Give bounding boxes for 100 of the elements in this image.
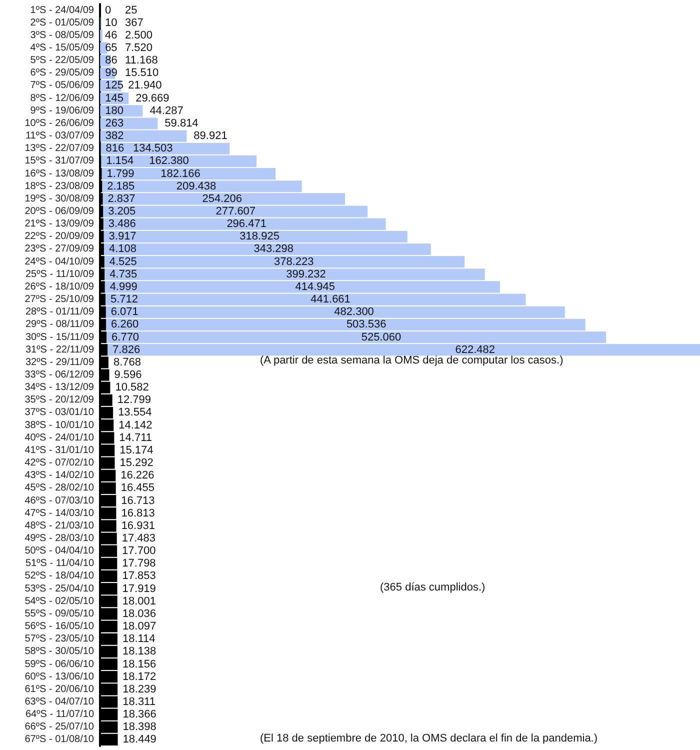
y-tick-label: 35ºS - 20/12/09 (24, 394, 94, 406)
data-label: 18.398 (122, 721, 156, 734)
data-label: 17.700 (122, 545, 156, 558)
y-tick-label: 56ºS - 16/05/10 (24, 621, 94, 632)
data-label: 7.520 (125, 42, 153, 54)
data-label: 4.108 (108, 243, 136, 256)
y-tick-label: 28ºS - 01/11/09 (25, 306, 94, 318)
data-label: 18.156 (122, 658, 156, 670)
data-label: 16.713 (121, 494, 155, 507)
y-tick-label: 47ºS - 14/03/10 (24, 508, 94, 519)
data-label: 16.931 (121, 520, 155, 532)
data-label: 6.260 (111, 318, 139, 331)
data-label: 6.071 (110, 306, 138, 318)
data-label: 343.298 (254, 243, 294, 256)
data-label: 18.449 (122, 734, 156, 746)
y-tick-label: 21ºS - 13/09/09 (24, 218, 94, 230)
data-label: 3.486 (108, 218, 136, 230)
data-label: 5.712 (110, 294, 138, 306)
data-label: 59.814 (164, 117, 198, 130)
data-label: 16.813 (121, 507, 155, 520)
data-label: 182.166 (160, 168, 200, 180)
y-tick-label: 18ºS - 23/08/09 (24, 180, 94, 192)
data-label: 263 (105, 117, 124, 130)
data-label: 134.503 (133, 142, 173, 155)
y-tick-label: 59ºS - 06/06/10 (24, 658, 94, 670)
y-tick-label: 8ºS - 12/06/09 (30, 92, 94, 104)
data-label: 17.853 (122, 570, 156, 582)
y-tick-label: 64ºS - 11/07/10 (25, 709, 94, 720)
data-label: 15.510 (125, 67, 159, 80)
data-label: 86 (105, 54, 118, 67)
data-label: 18.001 (122, 595, 156, 608)
data-label: 0 (105, 4, 112, 16)
data-label: 99 (105, 67, 118, 80)
data-label: 21.940 (128, 80, 162, 92)
data-label: 254.206 (202, 192, 242, 205)
y-tick-label: 2ºS - 01/05/09 (30, 17, 94, 28)
y-tick-label: 55ºS - 09/05/10 (24, 608, 94, 620)
data-label: 3.917 (108, 230, 136, 243)
data-label: 12.799 (117, 394, 151, 406)
data-label: 2.837 (108, 192, 136, 205)
data-label: 65 (105, 42, 118, 54)
data-label: 17.919 (122, 582, 156, 595)
data-label: 16.226 (120, 470, 154, 482)
y-tick-label: 66ºS - 25/07/10 (24, 722, 94, 733)
y-tick-label: 67ºS - 01/08/10 (24, 734, 94, 746)
y-tick-label: 22ºS - 20/09/09 (24, 231, 94, 242)
data-label: 378.223 (274, 256, 314, 268)
data-label: 367 (125, 16, 144, 29)
y-tick-label: 57ºS - 23/05/10 (24, 634, 94, 645)
data-label: 816 (106, 142, 124, 155)
data-label: 4.735 (110, 268, 138, 280)
y-tick-label: 10ºS - 26/06/09 (24, 118, 94, 129)
y-tick-label: 32ºS - 29/11/09 (25, 356, 94, 368)
data-label: 46 (105, 29, 118, 42)
data-label: 10.582 (115, 382, 149, 394)
y-tick-label: 49ºS - 28/03/10 (24, 532, 94, 544)
data-label: 503.536 (346, 318, 386, 331)
data-label: 8.768 (113, 356, 141, 368)
y-tick-label: 20ºS - 06/09/09 (24, 206, 94, 218)
data-label: 17.483 (122, 532, 156, 544)
y-tick-label: 33ºS - 06/12/09 (24, 370, 94, 380)
data-label: 4.525 (109, 256, 137, 268)
data-label: 482.300 (334, 306, 374, 318)
data-label: 525.060 (361, 331, 402, 344)
y-tick-label: 37ºS - 03/01/10 (24, 407, 94, 418)
data-label: 414.945 (295, 280, 335, 293)
y-tick-label: 9ºS - 19/06/09 (30, 105, 94, 116)
y-tick-label: 58ºS - 30/05/10 (24, 646, 94, 658)
y-tick-label: 48ºS - 21/03/10 (24, 520, 94, 532)
data-label: 209.438 (176, 180, 216, 192)
y-tick-label: 63ºS - 04/07/10 (24, 696, 94, 708)
y-tick-label: 29ºS - 08/11/09 (25, 319, 94, 330)
y-tick-label: 42ºS - 07/02/10 (24, 458, 94, 469)
y-tick-label: 5ºS - 22/05/09 (30, 55, 94, 66)
data-label: 2.500 (125, 29, 153, 42)
y-tick-label: 31ºS - 22/11/09 (25, 344, 94, 356)
data-label: 18.366 (122, 708, 156, 721)
data-label: 18.097 (122, 620, 156, 633)
data-label: 162.380 (149, 155, 189, 168)
y-tick-label: 4ºS - 15/05/09 (30, 42, 94, 54)
data-label: 18.239 (122, 683, 156, 696)
y-tick-label: 38ºS - 10/01/10 (24, 420, 94, 431)
data-label: 44.287 (150, 104, 184, 117)
y-tick-label: 1ºS - 24/04/09 (30, 4, 94, 16)
data-label: 277.607 (216, 206, 256, 218)
y-tick-label: 19ºS - 30/08/09 (24, 193, 94, 204)
y-tick-label: 3ºS - 08/05/09 (30, 30, 94, 41)
data-label: 29.669 (136, 92, 170, 104)
y-tick-label: 25ºS - 11/10/09 (25, 268, 94, 280)
y-tick-label: 15ºS - 31/07/09 (24, 156, 94, 167)
data-label: 145 (105, 92, 124, 104)
data-label: 18.138 (122, 646, 156, 658)
data-label: 2.185 (107, 180, 135, 192)
y-tick-label: 40ºS - 24/01/10 (24, 432, 94, 444)
y-tick-label: 16ºS - 13/08/09 (24, 168, 94, 180)
data-label: 318.925 (240, 230, 280, 243)
data-label: 17.798 (122, 558, 156, 570)
y-tick-label: 34ºS - 13/12/09 (24, 382, 94, 394)
data-label: 399.232 (286, 268, 326, 280)
y-tick-label: 6ºS - 29/05/09 (30, 68, 94, 79)
